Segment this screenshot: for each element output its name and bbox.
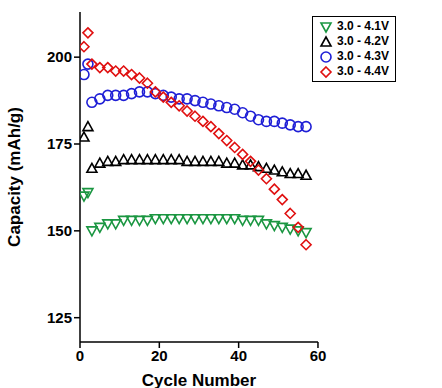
svg-text:20: 20 bbox=[151, 347, 168, 364]
svg-text:0: 0 bbox=[76, 347, 84, 364]
svg-text:40: 40 bbox=[230, 347, 247, 364]
svg-text:Capacity (mAh/g): Capacity (mAh/g) bbox=[8, 107, 24, 247]
html-text:3.0 - 4.4V: 3.0 - 4.4V bbox=[337, 64, 389, 78]
svg-text:125: 125 bbox=[47, 309, 72, 326]
html-text:3.0 - 4.3V: 3.0 - 4.3V bbox=[337, 49, 389, 63]
html-text:3.0 - 4.1V: 3.0 - 4.1V bbox=[337, 19, 389, 33]
svg-text:150: 150 bbox=[47, 222, 72, 239]
html-text:3.0 - 4.2V: 3.0 - 4.2V bbox=[337, 34, 389, 48]
svg-text:200: 200 bbox=[47, 48, 72, 65]
svg-text:60: 60 bbox=[310, 347, 327, 364]
svg-text:Cycle Number: Cycle Number bbox=[142, 371, 257, 388]
svg-text:175: 175 bbox=[47, 135, 72, 152]
